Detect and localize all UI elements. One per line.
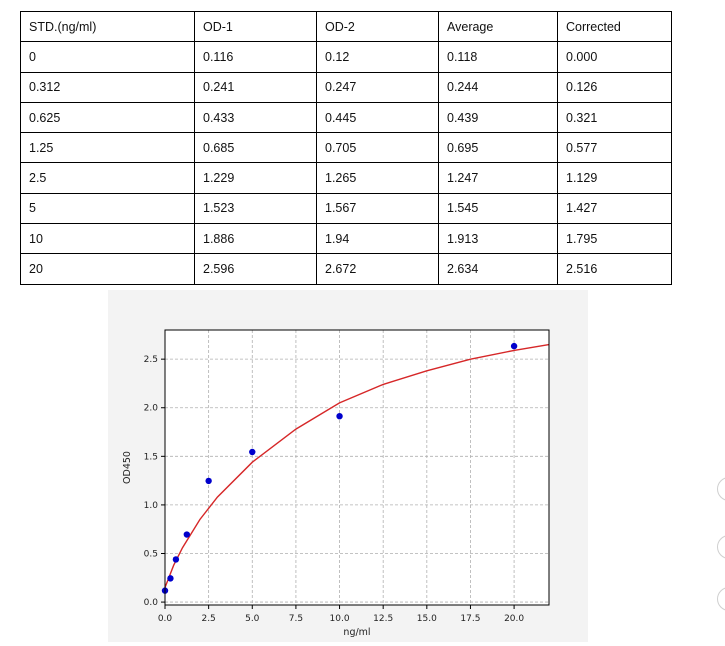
data-point <box>183 531 191 538</box>
table-cell: 1.25 <box>20 132 195 164</box>
x-tick-label: 2.5 <box>201 614 215 624</box>
table-cell: 1.427 <box>557 192 672 225</box>
table-cell: 0.695 <box>438 132 558 164</box>
table-cell: 0.12 <box>316 41 439 73</box>
data-point <box>336 412 343 420</box>
chart-panel: 0.0 2.5 5.0 7.5 10.0 12.5 15.0 17.5 20.0 0.0 0.5 1.… <box>108 290 588 642</box>
table-cell: 1.567 <box>316 192 439 225</box>
x-tick-label: 7.5 <box>289 614 303 624</box>
table-cell: 1.94 <box>316 223 439 255</box>
y-tick-label: 2.5 <box>144 355 158 365</box>
y-axis-label: OD450 <box>122 451 133 484</box>
x-tick-label: 20.0 <box>504 614 524 624</box>
table-cell: 1.795 <box>557 223 672 255</box>
table-cell: 1.523 <box>194 192 317 225</box>
table-cell: 2.672 <box>316 253 439 285</box>
table-cell: 1.913 <box>438 223 558 255</box>
table-cell: 10 <box>20 223 195 255</box>
edge-decoration <box>717 535 725 559</box>
table-cell: 0.321 <box>557 101 672 134</box>
table-cell: 2.5 <box>20 162 195 194</box>
table-cell: 0.244 <box>438 71 558 103</box>
table-cell: 0.000 <box>557 41 672 73</box>
y-tick-label: 0.5 <box>144 549 158 559</box>
y-tick-label: 1.5 <box>144 452 158 462</box>
header-cell: Corrected <box>557 10 672 43</box>
x-tick-label: 5.0 <box>245 614 260 624</box>
header-cell: OD-2 <box>316 10 439 43</box>
table-cell: 0.577 <box>557 132 672 164</box>
table-cell: 0.439 <box>438 101 558 134</box>
data-point <box>167 575 174 582</box>
y-tick-label: 2.0 <box>144 404 159 414</box>
table-cell: 0.445 <box>316 101 439 134</box>
plot-frame <box>164 329 550 606</box>
data-point <box>205 477 212 485</box>
header-cell: STD.(ng/ml) <box>20 10 195 43</box>
table-cell: 2.516 <box>557 253 672 285</box>
table-row: 2.5 1.229 1.265 1.247 1.129 <box>20 162 672 194</box>
table-body: STD.(ng/ml) OD-1 OD-2 Average Corrected 0 0.11… <box>20 10 672 285</box>
table-cell: 5 <box>20 192 195 225</box>
table-cell: 0 <box>20 41 195 73</box>
y-tick-label: 0.0 <box>144 598 159 608</box>
table-cell: 1.545 <box>438 192 558 225</box>
table-row: 0.625 0.433 0.445 0.439 0.321 <box>20 101 672 134</box>
x-tick-label: 0.0 <box>158 614 173 624</box>
fit-curve-line <box>164 343 550 588</box>
table-cell: 1.247 <box>438 162 558 194</box>
table-cell: 0.118 <box>438 41 558 73</box>
table-cell: 1.229 <box>194 162 317 194</box>
table-row: 0.312 0.241 0.247 0.244 0.126 <box>20 71 672 103</box>
plot-area <box>165 330 549 605</box>
table-cell: 0.433 <box>194 101 317 134</box>
table-cell: 0.241 <box>194 71 317 103</box>
table-cell: 0.705 <box>316 132 439 164</box>
x-tick-label: 15.0 <box>417 614 437 624</box>
table-cell: 0.685 <box>194 132 317 164</box>
table-row: 0 0.116 0.12 0.118 0.000 <box>20 41 672 73</box>
x-tick-label: 10.0 <box>330 614 350 624</box>
table-cell: 0.116 <box>194 41 317 73</box>
standards-table: STD.(ng/ml) OD-1 OD-2 Average Corrected 0 0.11… <box>20 10 672 285</box>
x-tick-label: 12.5 <box>373 614 393 624</box>
table-cell: 0.312 <box>20 71 195 103</box>
table-cell: 1.886 <box>194 223 317 255</box>
table-cell: 0.247 <box>316 71 439 103</box>
edge-decoration <box>717 587 725 611</box>
data-point <box>172 556 180 563</box>
x-tick-label: 17.5 <box>460 614 480 624</box>
table-cell: 2.596 <box>194 253 317 285</box>
table-cell: 2.634 <box>438 253 558 285</box>
header-cell: OD-1 <box>194 10 317 43</box>
table-cell: 1.265 <box>316 162 439 194</box>
header-row: STD.(ng/ml) OD-1 OD-2 Average Corrected <box>20 10 672 43</box>
table-row: 5 1.523 1.567 1.545 1.427 <box>20 192 672 225</box>
data-point <box>249 448 256 456</box>
header-cell: Average <box>438 10 558 43</box>
data-point <box>510 342 518 350</box>
table-row: 20 2.596 2.672 2.634 2.516 <box>20 253 672 285</box>
table-cell: 20 <box>20 253 195 285</box>
table-row: 1.25 0.685 0.705 0.695 0.577 <box>20 132 672 164</box>
x-axis-label: ng/ml <box>343 627 370 638</box>
edge-decoration <box>717 477 725 501</box>
y-tick-label: 1.0 <box>144 501 159 511</box>
table-cell: 0.625 <box>20 101 195 134</box>
table-cell: 1.129 <box>557 162 672 194</box>
table-row: 10 1.886 1.94 1.913 1.795 <box>20 223 672 255</box>
table-cell: 0.126 <box>557 71 672 103</box>
standard-curve-chart: 0.0 2.5 5.0 7.5 10.0 12.5 15.0 17.5 20.0 0.0 0.5 1.… <box>122 329 550 638</box>
